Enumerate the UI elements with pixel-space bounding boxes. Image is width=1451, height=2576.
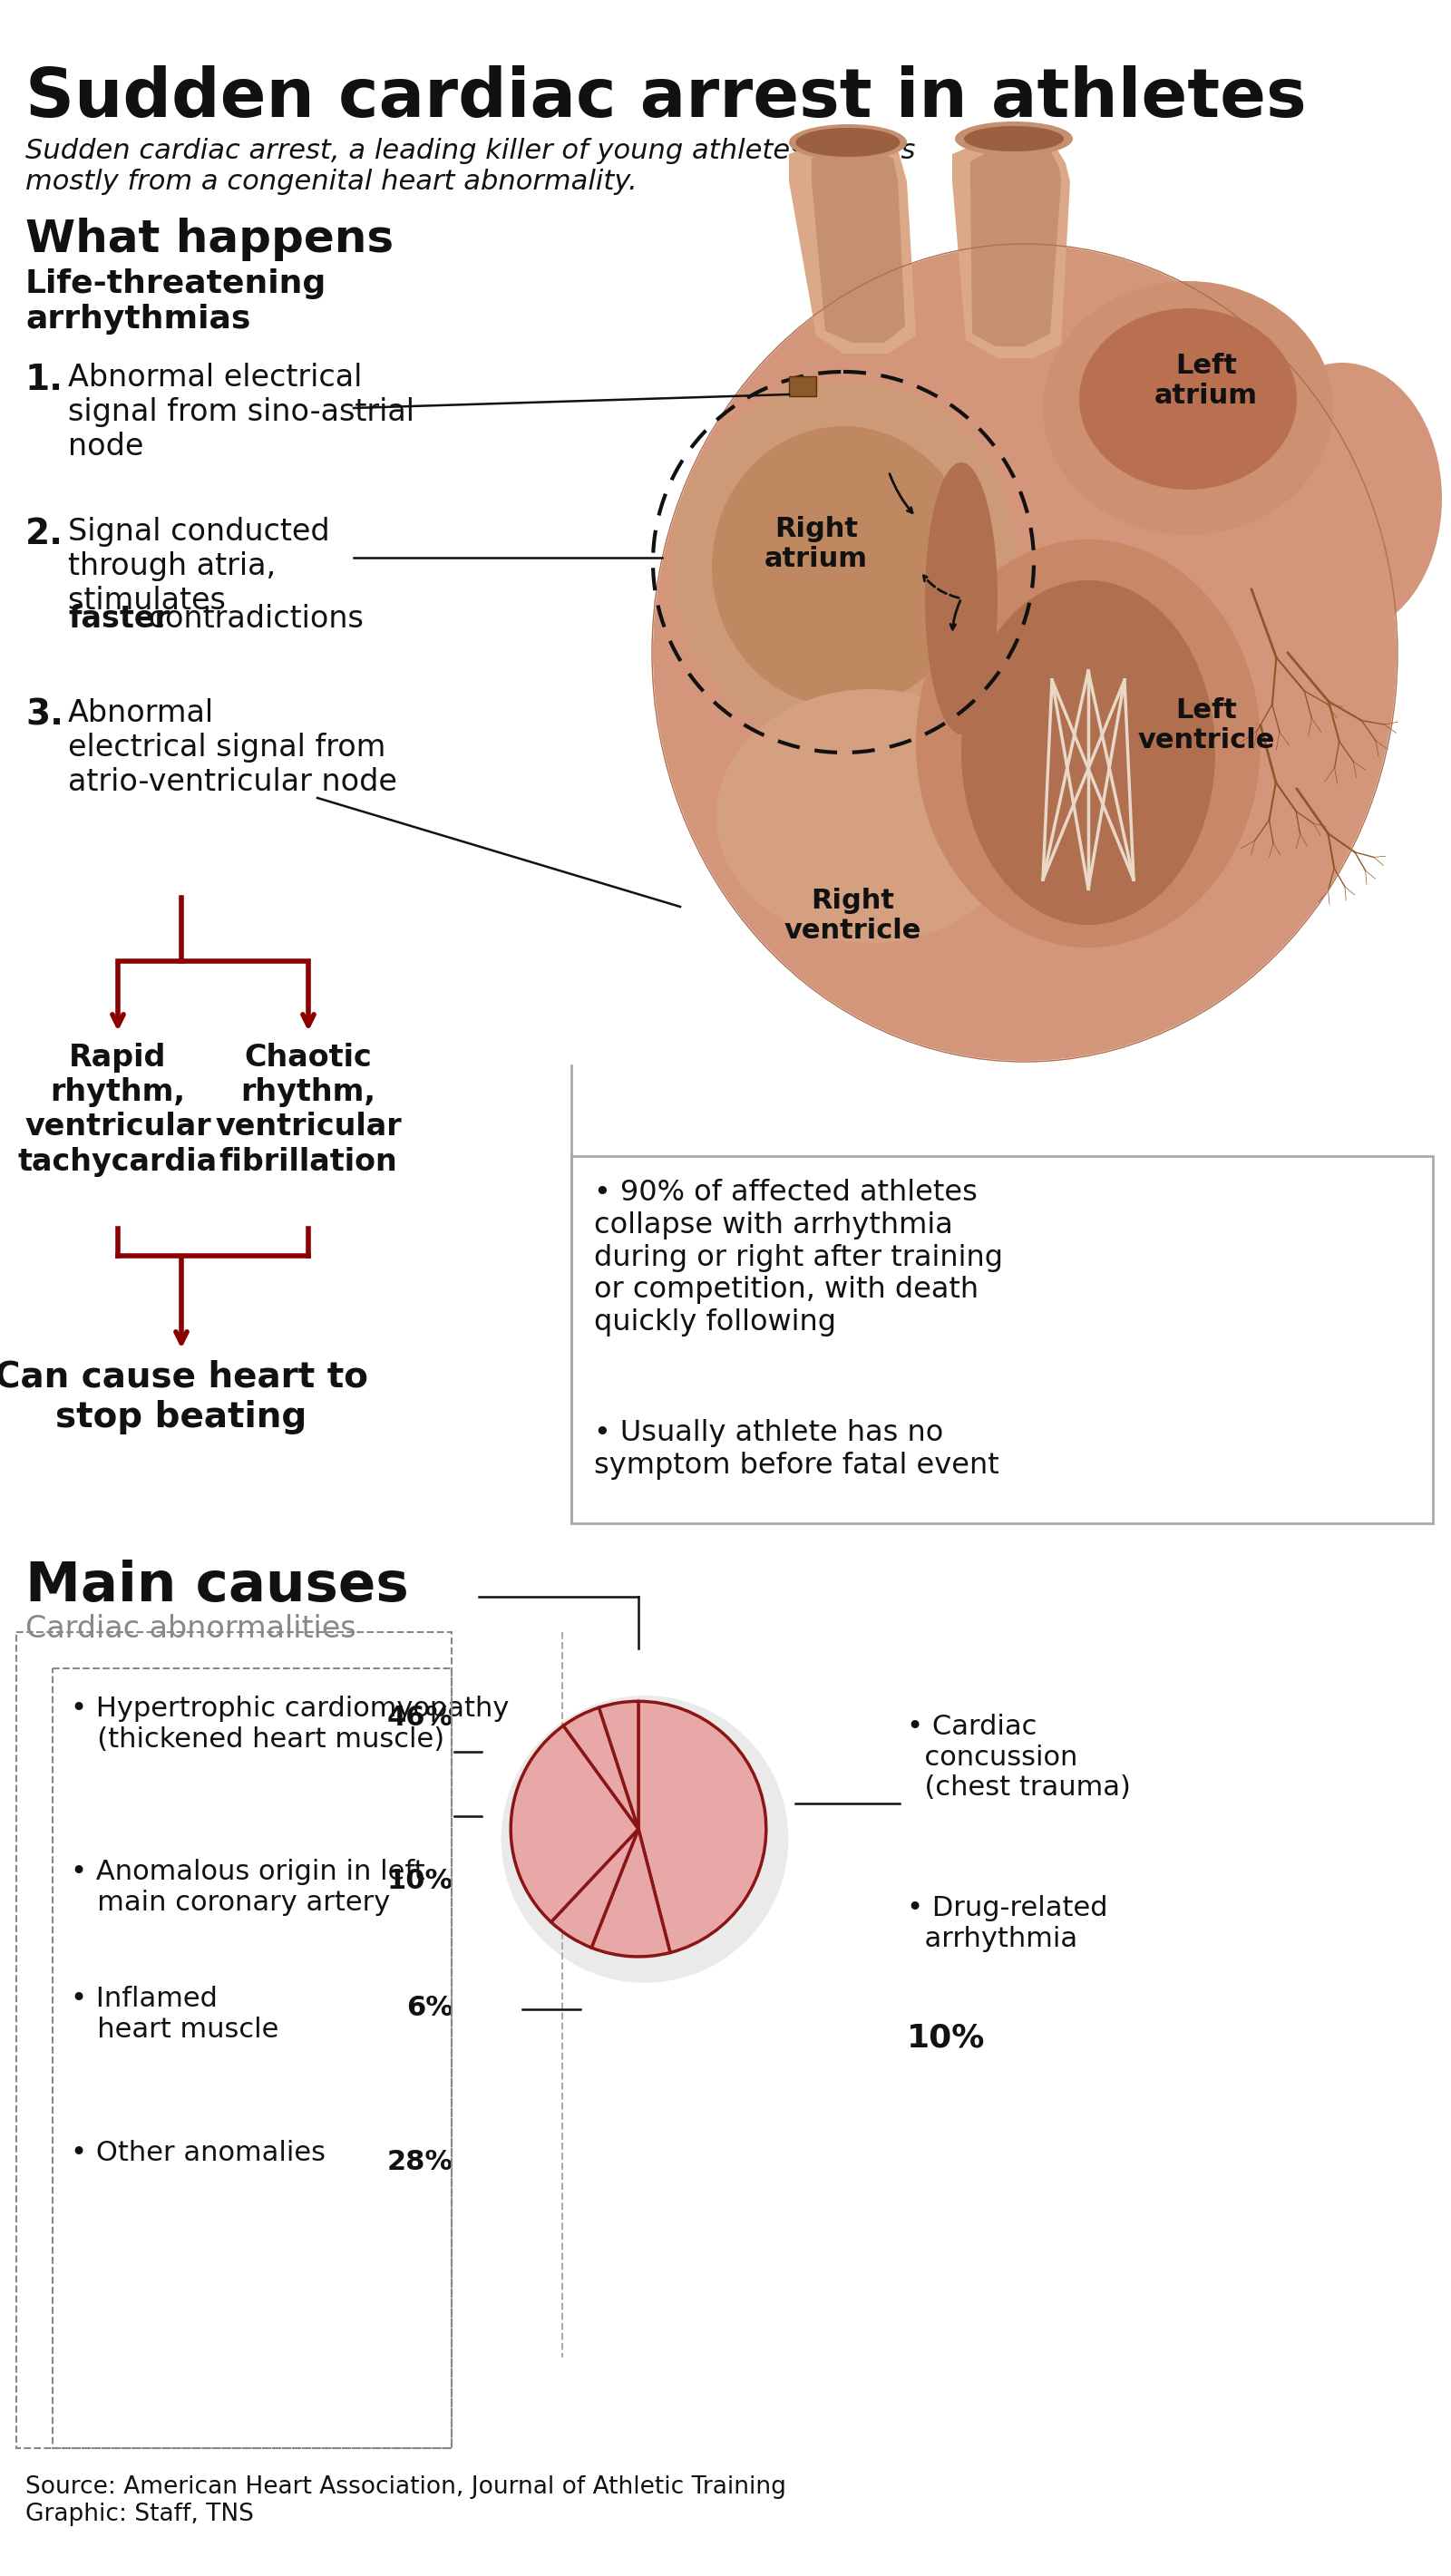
Text: Life-threatening
arrhythmias: Life-threatening arrhythmias: [26, 268, 326, 335]
Polygon shape: [811, 147, 905, 343]
Text: • Drug-related
  arrhythmia: • Drug-related arrhythmia: [907, 1896, 1107, 1953]
Ellipse shape: [916, 538, 1261, 948]
Text: 10%: 10%: [907, 2022, 985, 2053]
Text: 3.: 3.: [26, 698, 64, 732]
Text: Signal conducted
through atria,
stimulates: Signal conducted through atria, stimulat…: [68, 518, 329, 616]
Polygon shape: [789, 142, 916, 353]
Text: Sudden cardiac arrest in athletes: Sudden cardiac arrest in athletes: [26, 64, 1306, 131]
Text: Source: American Heart Association, Journal of Athletic Training
Graphic: Staff,: Source: American Heart Association, Jour…: [26, 2476, 786, 2527]
Text: • Other anomalies: • Other anomalies: [71, 2141, 325, 2166]
Text: Main causes: Main causes: [26, 1558, 409, 1613]
Polygon shape: [952, 137, 1071, 358]
Ellipse shape: [670, 381, 1016, 744]
Text: Right
atrium: Right atrium: [765, 515, 868, 572]
Text: Chaotic
rhythm,
ventricular
fibrillation: Chaotic rhythm, ventricular fibrillation: [215, 1043, 402, 1177]
Text: Rapid
rhythm,
ventricular
tachycardia: Rapid rhythm, ventricular tachycardia: [17, 1043, 218, 1177]
Ellipse shape: [653, 245, 1396, 1061]
Text: faster: faster: [68, 603, 170, 634]
Ellipse shape: [961, 580, 1216, 925]
Text: • Cardiac
  concussion
  (chest trauma): • Cardiac concussion (chest trauma): [907, 1713, 1130, 1801]
Bar: [52, 1669, 451, 2447]
Text: 2.: 2.: [26, 518, 64, 551]
Text: 46%: 46%: [387, 1705, 453, 1731]
Text: 10%: 10%: [387, 1868, 453, 1893]
Ellipse shape: [717, 690, 1024, 943]
Text: 6%: 6%: [406, 1994, 453, 2022]
Text: • Inflamed
   heart muscle: • Inflamed heart muscle: [71, 1986, 279, 2043]
Text: 1.: 1.: [26, 363, 64, 397]
Wedge shape: [599, 1700, 638, 1829]
Text: 28%: 28%: [387, 2148, 453, 2174]
Text: Left
atrium: Left atrium: [1155, 353, 1258, 410]
Text: contradictions: contradictions: [139, 603, 364, 634]
Text: Cardiac abnormalities: Cardiac abnormalities: [26, 1615, 355, 1643]
Ellipse shape: [795, 129, 900, 157]
Text: • Anomalous origin in left
   main coronary artery: • Anomalous origin in left main coronary…: [71, 1860, 425, 1917]
Wedge shape: [551, 1829, 638, 1947]
Text: Left
ventricle: Left ventricle: [1138, 698, 1275, 755]
Text: Right
ventricle: Right ventricle: [784, 886, 921, 945]
Ellipse shape: [501, 1695, 788, 1984]
Polygon shape: [971, 144, 1061, 345]
Ellipse shape: [712, 425, 975, 708]
Wedge shape: [592, 1829, 670, 1958]
Text: Abnormal
electrical signal from
atrio-ventricular node: Abnormal electrical signal from atrio-ve…: [68, 698, 398, 799]
Wedge shape: [563, 1708, 638, 1829]
Ellipse shape: [955, 121, 1072, 157]
Bar: [16, 1633, 451, 2447]
Ellipse shape: [789, 124, 907, 160]
Text: • 90% of affected athletes
collapse with arrhythmia
during or right after traini: • 90% of affected athletes collapse with…: [593, 1180, 1003, 1337]
Text: Can cause heart to
stop beating: Can cause heart to stop beating: [0, 1360, 369, 1435]
Bar: [789, 376, 815, 397]
Ellipse shape: [926, 464, 998, 734]
Ellipse shape: [963, 126, 1064, 152]
Wedge shape: [638, 1700, 766, 1953]
Ellipse shape: [1080, 309, 1297, 489]
Text: • Usually athlete has no
symptom before fatal event: • Usually athlete has no symptom before …: [593, 1419, 1000, 1479]
Ellipse shape: [1043, 281, 1333, 536]
Text: What happens: What happens: [26, 216, 393, 260]
Text: Sudden cardiac arrest, a leading killer of young athletes, results
mostly from a: Sudden cardiac arrest, a leading killer …: [26, 139, 916, 196]
Text: Abnormal electrical
signal from sino-astrial
node: Abnormal electrical signal from sino-ast…: [68, 363, 415, 461]
Bar: [572, 1157, 1434, 1522]
Ellipse shape: [1242, 363, 1442, 634]
Wedge shape: [511, 1726, 638, 1922]
Text: • Hypertrophic cardiomyopathy
   (thickened heart muscle): • Hypertrophic cardiomyopathy (thickened…: [71, 1695, 509, 1752]
